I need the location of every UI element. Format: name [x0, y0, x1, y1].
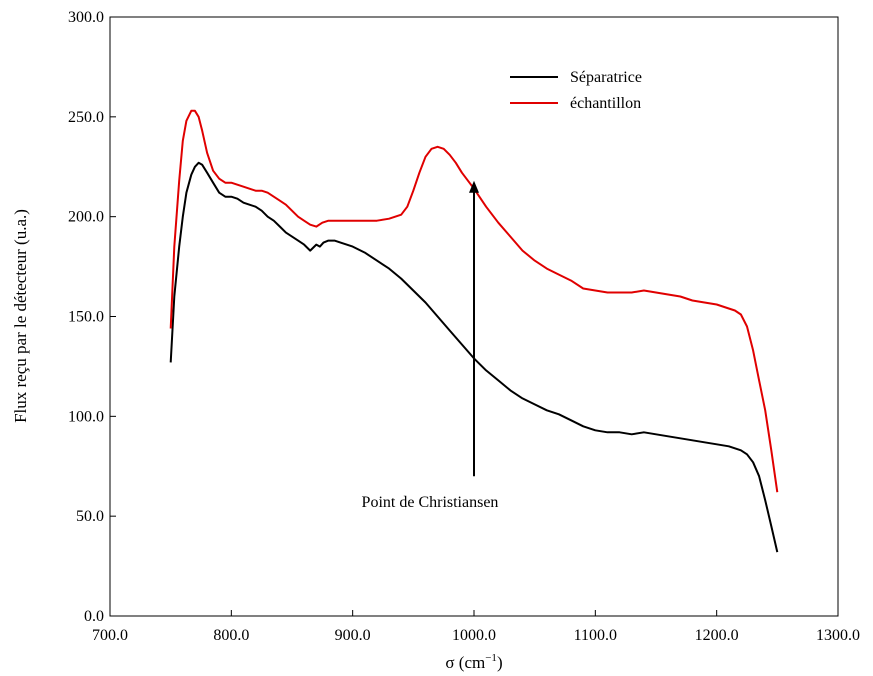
x-tick-label: 1200.0 — [695, 627, 739, 644]
y-tick-label: 250.0 — [68, 109, 104, 126]
axis-ticks: 700.0 800.0 900.0 1000.0 1100.0 1200.0 1300.0 0… — [68, 9, 860, 644]
annotation-arrow-head — [469, 180, 479, 193]
annotation: Point de Christiansen — [362, 180, 499, 511]
series-layer — [169, 109, 779, 553]
y-tick-label: 50.0 — [76, 508, 104, 525]
annotation-label: Point de Christiansen — [362, 494, 499, 511]
y-tick-label: 0.0 — [84, 608, 104, 625]
x-tick-label: 800.0 — [213, 627, 249, 644]
x-tick-label: 700.0 — [92, 627, 128, 644]
series-line-echantillon — [169, 109, 779, 493]
legend: Séparatrice échantillon — [510, 69, 642, 112]
x-tick-label: 1000.0 — [452, 627, 496, 644]
y-tick-label: 200.0 — [68, 209, 104, 226]
x-axis-label: σ (cm−1) — [445, 652, 502, 672]
y-axis-label: Flux reçu par le détecteur (u.a.) — [11, 209, 30, 423]
x-tick-label: 900.0 — [335, 627, 371, 644]
series-line-separatrice — [169, 161, 779, 553]
x-tick-label: 1100.0 — [574, 627, 617, 644]
y-tick-label: 100.0 — [68, 408, 104, 425]
legend-label-echantillon: échantillon — [570, 95, 641, 112]
y-tick-label: 150.0 — [68, 309, 104, 326]
x-tick-label: 1300.0 — [816, 627, 860, 644]
legend-label-separatrice: Séparatrice — [570, 69, 642, 86]
y-tick-label: 300.0 — [68, 9, 104, 26]
